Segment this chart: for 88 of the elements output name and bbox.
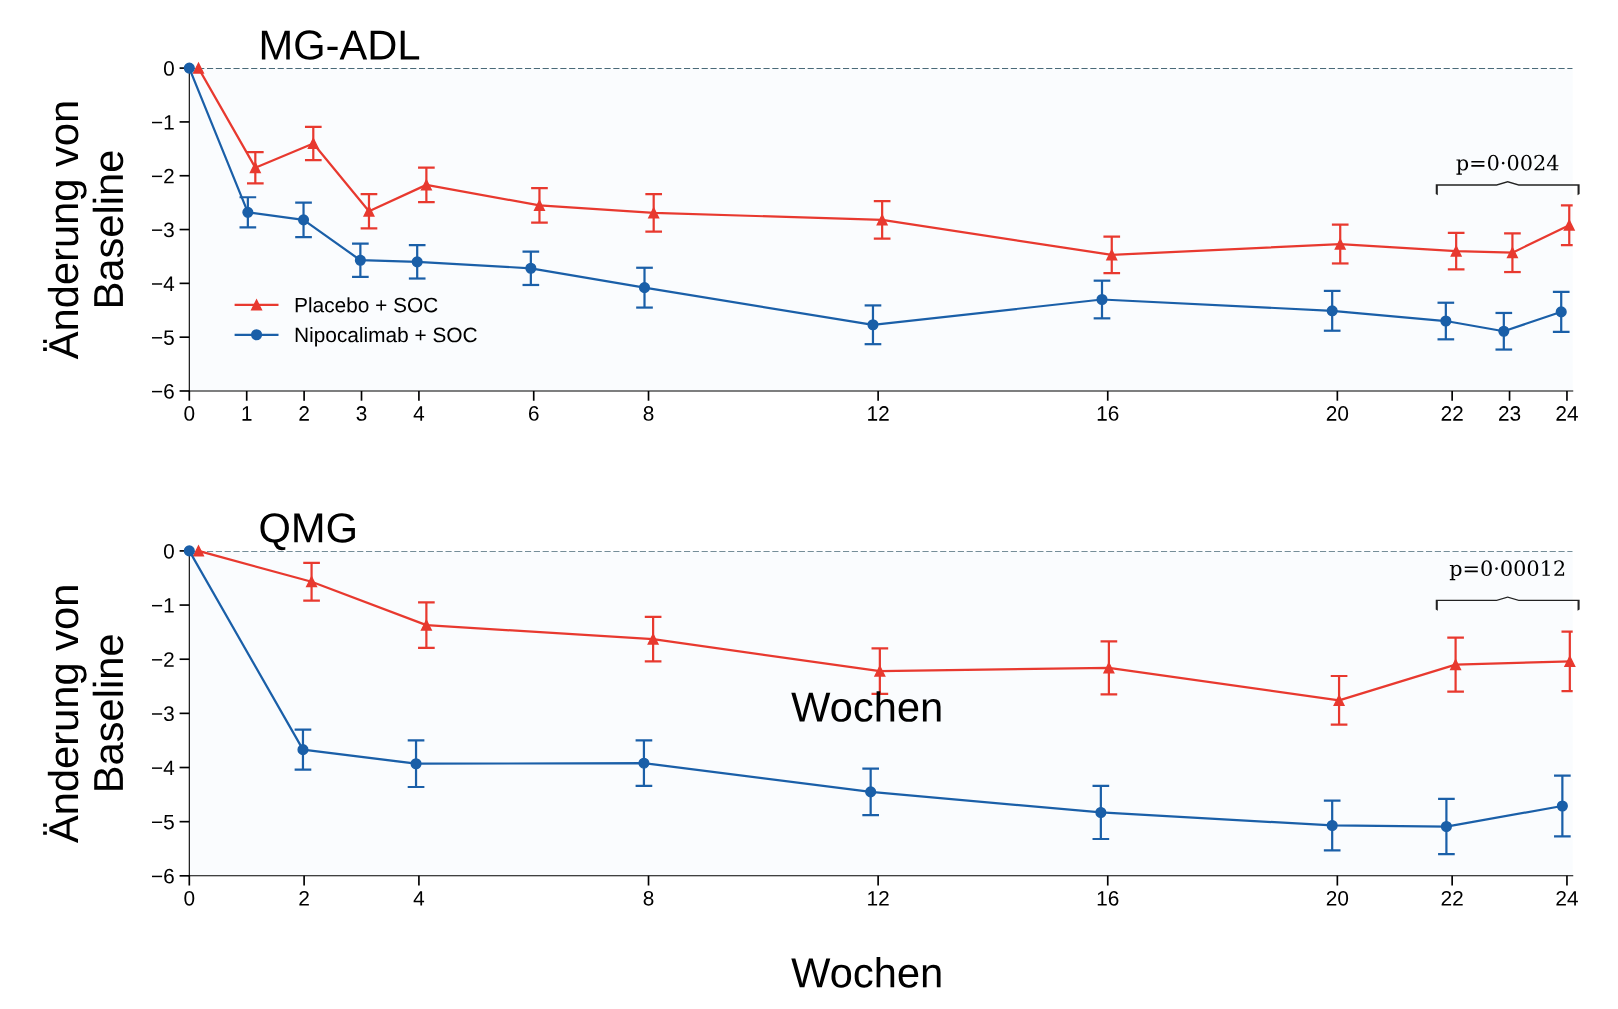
x-tick-label: 16 bbox=[1097, 890, 1119, 906]
point bbox=[647, 633, 659, 645]
y-tick-label: −1 bbox=[152, 598, 174, 613]
y-tick-label: −4 bbox=[152, 760, 175, 776]
point bbox=[420, 179, 432, 191]
x-tick-label: 1 bbox=[242, 406, 252, 421]
point bbox=[1106, 249, 1118, 261]
point bbox=[533, 199, 546, 211]
x-tick-label: 20 bbox=[1326, 890, 1349, 906]
point bbox=[1556, 800, 1568, 812]
point bbox=[420, 619, 432, 631]
point bbox=[525, 262, 537, 274]
point bbox=[297, 214, 310, 226]
point bbox=[410, 758, 422, 770]
point bbox=[297, 744, 309, 756]
chart-title: MG-ADL bbox=[261, 30, 420, 60]
x-tick-label: 6 bbox=[528, 406, 539, 421]
legend-label: Placebo + SOC bbox=[295, 297, 438, 313]
y-tick-label: −3 bbox=[152, 706, 174, 722]
x-tick-label: 4 bbox=[413, 406, 425, 421]
point bbox=[638, 757, 650, 769]
x-axis-title: Wochen bbox=[791, 957, 941, 988]
x-tick-label: 22 bbox=[1441, 890, 1463, 906]
point bbox=[307, 137, 319, 150]
x-tick-label: 16 bbox=[1097, 406, 1119, 421]
x-tick-label: 24 bbox=[1556, 406, 1578, 421]
point bbox=[638, 282, 651, 294]
point bbox=[242, 206, 254, 218]
x-tick-label: 24 bbox=[1556, 890, 1578, 906]
x-tick-label: 0 bbox=[184, 406, 195, 421]
y-axis-title: Änderung von Baseline bbox=[43, 102, 124, 360]
point bbox=[354, 254, 366, 266]
point bbox=[1450, 659, 1462, 671]
x-tick-label: 2 bbox=[299, 890, 309, 906]
point bbox=[411, 256, 423, 268]
point bbox=[876, 214, 888, 226]
point bbox=[1450, 245, 1462, 257]
y-tick-label: −5 bbox=[152, 814, 174, 830]
y-tick-label: −2 bbox=[152, 168, 174, 184]
y-tick-label: 0 bbox=[163, 543, 174, 559]
point bbox=[1498, 325, 1510, 337]
point bbox=[1440, 315, 1452, 327]
point bbox=[183, 545, 195, 557]
point bbox=[1326, 819, 1338, 832]
y-tick-label: −6 bbox=[152, 383, 174, 399]
chart-title: QMG bbox=[260, 513, 355, 551]
annotation: p=0·0024 bbox=[1456, 154, 1559, 175]
point bbox=[1103, 662, 1115, 674]
y-tick-label: −1 bbox=[152, 115, 174, 130]
point bbox=[1555, 306, 1567, 318]
point bbox=[1506, 247, 1518, 259]
point bbox=[648, 207, 660, 219]
point bbox=[192, 62, 205, 74]
point bbox=[249, 162, 261, 174]
point bbox=[1095, 806, 1107, 819]
point bbox=[1096, 293, 1108, 306]
y-tick-label: 0 bbox=[163, 61, 174, 76]
legend-label: Nipocalimab + SOC bbox=[295, 326, 477, 347]
point bbox=[867, 319, 879, 331]
point bbox=[1563, 219, 1575, 231]
y-tick-label: −5 bbox=[152, 330, 174, 345]
point bbox=[1440, 820, 1452, 833]
point bbox=[192, 545, 205, 557]
y-tick-label: −4 bbox=[152, 276, 175, 291]
x-tick-label: 4 bbox=[413, 891, 425, 906]
x-tick-label: 12 bbox=[868, 890, 889, 906]
point bbox=[1564, 655, 1576, 667]
x-tick-label: 8 bbox=[643, 406, 654, 421]
point bbox=[1334, 238, 1346, 250]
y-axis-title: Änderung von Baseline bbox=[43, 586, 124, 843]
point bbox=[865, 786, 877, 798]
x-tick-label: 23 bbox=[1499, 406, 1521, 421]
point bbox=[874, 665, 886, 677]
x-tick-label: 2 bbox=[299, 406, 309, 421]
y-tick-label: −3 bbox=[152, 222, 174, 238]
point bbox=[306, 576, 318, 588]
x-tick-label: 3 bbox=[356, 406, 367, 421]
point bbox=[1326, 305, 1338, 317]
x-tick-label: 0 bbox=[184, 890, 195, 906]
x-tick-label: 20 bbox=[1326, 406, 1349, 421]
x-tick-label: 22 bbox=[1441, 406, 1463, 421]
annotation: p=0·00012 bbox=[1449, 560, 1565, 581]
y-tick-label: −6 bbox=[152, 868, 174, 884]
y-tick-label: −2 bbox=[152, 652, 174, 667]
x-tick-label: 8 bbox=[643, 890, 654, 906]
x-tick-label: 12 bbox=[868, 406, 889, 421]
point bbox=[183, 62, 195, 74]
x-axis-title: Wochen bbox=[791, 691, 941, 722]
